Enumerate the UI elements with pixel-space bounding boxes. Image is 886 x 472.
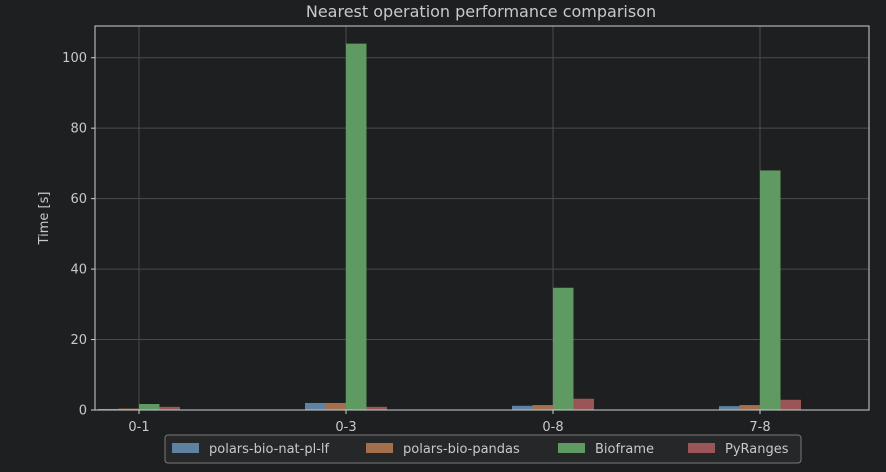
bar-polars-bio-nat-pl-lf-0-8 (512, 405, 533, 410)
y-tick-label: 100 (62, 51, 87, 66)
legend-swatch (558, 443, 585, 453)
y-axis-label: Time [s] (37, 192, 52, 246)
bar-bioframe-0-1 (139, 404, 160, 410)
legend-label: PyRanges (725, 442, 789, 457)
chart-title: Nearest operation performance comparison (306, 2, 656, 21)
bar-layer (98, 43, 801, 410)
y-tick-label: 80 (70, 122, 87, 137)
x-tick-label: 0-3 (335, 420, 356, 435)
y-tick-label: 40 (70, 263, 87, 278)
x-tick-label: 7-8 (749, 420, 770, 435)
bar-pyranges-7-8 (780, 399, 801, 410)
bar-bioframe-0-3 (346, 43, 367, 410)
y-tick-label: 60 (70, 192, 87, 207)
bar-pyranges-0-8 (573, 398, 594, 410)
x-tick-label: 0-8 (542, 420, 563, 435)
tick-layer: 0 20 40 60 80 100 0-1 0-3 0-8 7-8 (62, 51, 770, 435)
bar-polars-bio-pandas-0-1 (118, 408, 139, 410)
legend-swatch (688, 443, 715, 453)
legend-label: polars-bio-nat-pl-lf (209, 442, 330, 457)
legend-swatch (172, 443, 199, 453)
bar-pyranges-0-3 (366, 406, 387, 410)
legend-swatch (366, 443, 393, 453)
bar-polars-bio-nat-pl-lf-7-8 (719, 406, 740, 410)
bar-polars-bio-pandas-0-3 (325, 402, 346, 410)
bar-polars-bio-nat-pl-lf-0-1 (98, 408, 119, 410)
legend-box (164, 434, 802, 464)
bar-bioframe-0-8 (553, 287, 574, 410)
legend-label: Bioframe (595, 442, 654, 457)
grid-layer (95, 26, 869, 411)
bar-polars-bio-pandas-0-8 (532, 405, 553, 410)
legend: polars-bio-nat-pl-lf polars-bio-pandas Bio… (164, 434, 802, 464)
bar-polars-bio-pandas-7-8 (739, 405, 760, 410)
y-tick-label: 0 (79, 404, 87, 419)
legend-label: polars-bio-pandas (403, 442, 520, 457)
bar-bioframe-7-8 (760, 170, 781, 410)
bar-polars-bio-nat-pl-lf-0-3 (305, 402, 326, 410)
bar-pyranges-0-1 (159, 406, 180, 410)
x-tick-label: 0-1 (128, 420, 149, 435)
y-tick-label: 20 (70, 333, 87, 348)
plot-area-frame (94, 25, 870, 411)
